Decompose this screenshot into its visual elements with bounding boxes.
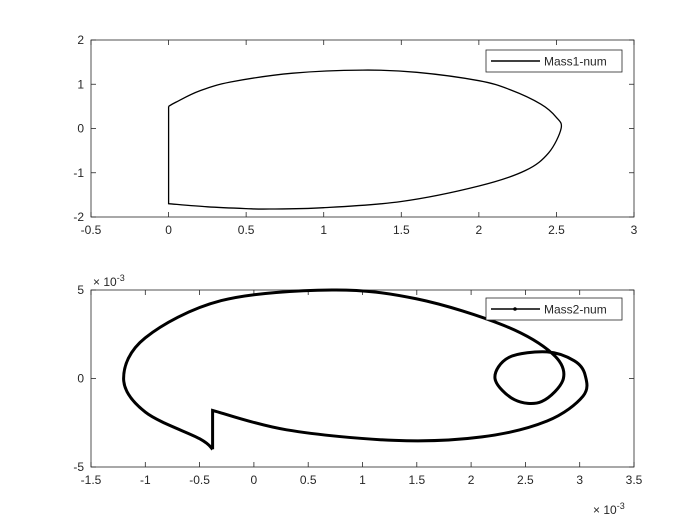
x-tick-labels-bottom: -1.5 -1 -0.5 0 0.5 1 1.5 2 2.5 3 3.5 [81, 473, 643, 487]
y-tick-label: -1 [73, 166, 84, 180]
legend-label-mass2-num: Mass2-num [544, 303, 607, 317]
x-tick-label: -1.5 [81, 473, 102, 487]
x-tick-label: 0.5 [300, 473, 317, 487]
y-tick-label: 1 [77, 77, 84, 91]
x-tick-label: -1 [140, 473, 151, 487]
x-tick-label: 0 [165, 223, 172, 237]
tick-marks-top [90, 39, 635, 218]
x-tick-label: 0.5 [238, 223, 255, 237]
x-tick-label: 1.5 [393, 223, 410, 237]
series-line-mass2-num [122, 288, 589, 451]
x-tick-label: 2 [476, 223, 483, 237]
subplot-top: -0.5 0 0.5 1 1.5 2 2.5 3 -2 -1 0 1 2 Mass1-num [73, 33, 637, 237]
legend-top: Mass1-num [485, 49, 623, 73]
legend-marker-mass2-num [513, 307, 517, 311]
x-tick-label: -0.5 [189, 473, 210, 487]
y-tick-labels-bottom: -5 0 5 [73, 283, 84, 474]
x-tick-label: -0.5 [81, 223, 102, 237]
x-tick-label: 2.5 [548, 223, 565, 237]
legend-bottom: Mass2-num [485, 297, 623, 321]
y-tick-label: -2 [73, 210, 84, 224]
x-tick-labels-top: -0.5 0 0.5 1 1.5 2 2.5 3 [81, 223, 638, 237]
legend-box [485, 49, 623, 73]
y-tick-label: 0 [77, 122, 84, 136]
x-tick-label: 3.5 [626, 473, 643, 487]
subplot-bottom: -1.5 -1 -0.5 0 0.5 1 1.5 2 2.5 3 3.5 -5 0 5 × 10-3 ×… [73, 273, 642, 517]
x-exponent-label: × 10-3 [593, 501, 625, 517]
series-line-mass1-num [167, 69, 563, 210]
x-tick-label: 1 [359, 473, 366, 487]
x-tick-label: 2 [468, 473, 475, 487]
x-tick-label: 2.5 [517, 473, 534, 487]
legend-label-mass1-num: Mass1-num [544, 55, 607, 69]
y-tick-label: 0 [77, 372, 84, 386]
y-tick-label: 2 [77, 33, 84, 47]
y-tick-labels-top: -2 -1 0 1 2 [73, 33, 84, 224]
x-tick-label: 3 [631, 223, 638, 237]
legend-box [485, 297, 623, 321]
y-tick-label: 5 [77, 283, 84, 297]
x-tick-label: 1 [320, 223, 327, 237]
x-tick-label: 0 [251, 473, 258, 487]
y-tick-label: -5 [73, 460, 84, 474]
y-exponent-label: × 10-3 [93, 273, 125, 289]
x-tick-label: 3 [576, 473, 583, 487]
x-tick-label: 1.5 [408, 473, 425, 487]
